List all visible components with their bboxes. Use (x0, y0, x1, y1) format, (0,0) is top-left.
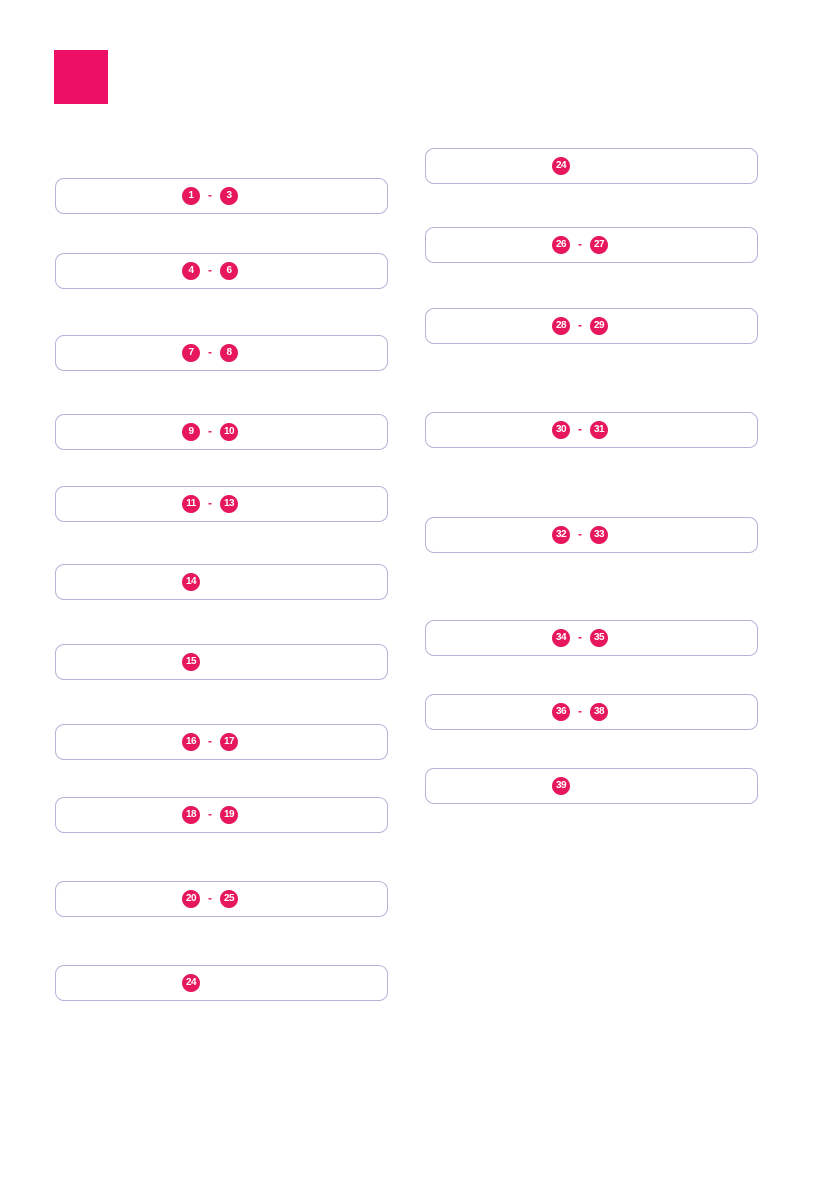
page-number-badge: 36 (552, 703, 570, 721)
page-number-badge: 24 (552, 157, 570, 175)
range-dash: - (578, 422, 582, 436)
range-dash: - (578, 237, 582, 251)
page-number-badge: 26 (552, 236, 570, 254)
page-number-badge: 39 (552, 777, 570, 795)
toc-box-left-5[interactable]: 11-13 (55, 486, 388, 522)
toc-box-right-1[interactable]: 24 (425, 148, 758, 184)
range-dash: - (208, 734, 212, 748)
range-dash: - (208, 807, 212, 821)
page-number-badge: 20 (182, 890, 200, 908)
range-dash: - (208, 263, 212, 277)
page-number-badge: 19 (220, 806, 238, 824)
toc-box-right-8[interactable]: 39 (425, 768, 758, 804)
page-number-badge: 24 (182, 974, 200, 992)
toc-box-left-7[interactable]: 15 (55, 644, 388, 680)
page-number-badge: 11 (182, 495, 200, 513)
toc-box-left-11[interactable]: 24 (55, 965, 388, 1001)
page-number-badge: 35 (590, 629, 608, 647)
page-number-badge: 15 (182, 653, 200, 671)
page-number-badge: 18 (182, 806, 200, 824)
page-number-badge: 28 (552, 317, 570, 335)
toc-box-left-9[interactable]: 18-19 (55, 797, 388, 833)
page-number-badge: 4 (182, 262, 200, 280)
page-number-badge: 3 (220, 187, 238, 205)
page-number-badge: 13 (220, 495, 238, 513)
toc-box-left-3[interactable]: 7-8 (55, 335, 388, 371)
page-number-badge: 38 (590, 703, 608, 721)
page-number-badge: 34 (552, 629, 570, 647)
page-number-badge: 7 (182, 344, 200, 362)
range-dash: - (208, 891, 212, 905)
page-number-badge: 29 (590, 317, 608, 335)
toc-box-left-2[interactable]: 4-6 (55, 253, 388, 289)
toc-box-right-2[interactable]: 26-27 (425, 227, 758, 263)
page-number-badge: 31 (590, 421, 608, 439)
toc-box-right-7[interactable]: 36-38 (425, 694, 758, 730)
toc-box-right-5[interactable]: 32-33 (425, 517, 758, 553)
page-number-badge: 17 (220, 733, 238, 751)
range-dash: - (208, 424, 212, 438)
brand-logo-square (54, 50, 108, 104)
range-dash: - (208, 345, 212, 359)
range-dash: - (208, 188, 212, 202)
page-number-badge: 6 (220, 262, 238, 280)
range-dash: - (578, 318, 582, 332)
page-number-badge: 16 (182, 733, 200, 751)
page-number-badge: 32 (552, 526, 570, 544)
range-dash: - (578, 704, 582, 718)
page-number-badge: 30 (552, 421, 570, 439)
toc-box-left-1[interactable]: 1-3 (55, 178, 388, 214)
page-number-badge: 10 (220, 423, 238, 441)
page-number-badge: 9 (182, 423, 200, 441)
page-number-badge: 8 (220, 344, 238, 362)
page-number-badge: 33 (590, 526, 608, 544)
range-dash: - (578, 527, 582, 541)
page-number-badge: 25 (220, 890, 238, 908)
toc-box-right-4[interactable]: 30-31 (425, 412, 758, 448)
toc-box-right-6[interactable]: 34-35 (425, 620, 758, 656)
range-dash: - (578, 630, 582, 644)
page-number-badge: 27 (590, 236, 608, 254)
toc-box-left-8[interactable]: 16-17 (55, 724, 388, 760)
page-number-badge: 1 (182, 187, 200, 205)
page-number-badge: 14 (182, 573, 200, 591)
toc-box-right-3[interactable]: 28-29 (425, 308, 758, 344)
range-dash: - (208, 496, 212, 510)
toc-box-left-4[interactable]: 9-10 (55, 414, 388, 450)
toc-box-left-6[interactable]: 14 (55, 564, 388, 600)
toc-box-left-10[interactable]: 20-25 (55, 881, 388, 917)
